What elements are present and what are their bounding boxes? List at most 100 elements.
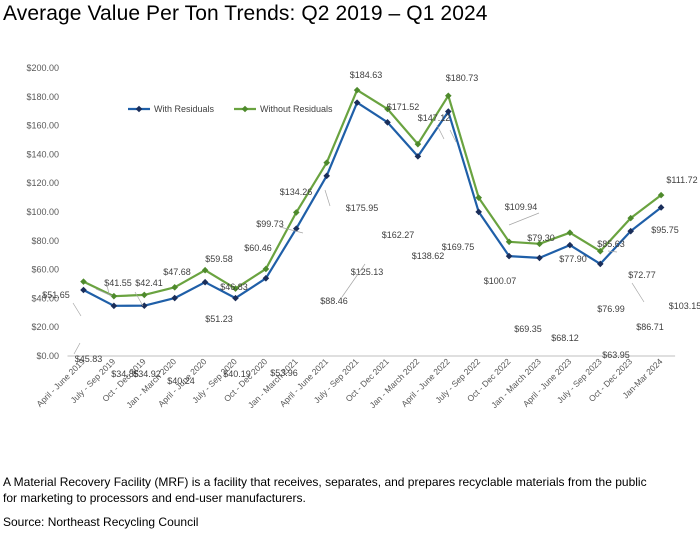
data-point (110, 302, 118, 310)
leader-line (279, 226, 304, 234)
data-labels: $45.83 $34.85$34.92 $40.24 $51.23 $40.19 $53.… (42, 70, 700, 386)
data-point (141, 302, 148, 310)
leader-line (95, 288, 113, 297)
data-point (384, 105, 391, 113)
data-label-without-residuals: $59.58 (205, 254, 233, 264)
data-point (201, 278, 209, 286)
data-label-with-residuals: $53.96 (270, 368, 298, 378)
data-point (384, 119, 391, 126)
data-label-with-residuals: $103.15 (669, 301, 700, 311)
data-label-without-residuals: $95.75 (651, 225, 679, 235)
data-point (445, 92, 452, 100)
data-label-without-residuals: $79.30 (527, 233, 555, 243)
data-label-with-residuals: $45.83 (75, 354, 103, 364)
data-label-with-residuals: $169.75 (442, 242, 475, 252)
data-point (110, 292, 118, 300)
data-label-with-residuals: $40.24 (167, 376, 195, 386)
data-label-with-residuals: $76.99 (597, 304, 625, 314)
y-tick-label: $120.00 (26, 178, 59, 188)
data-label-without-residuals: $77.90 (559, 254, 587, 264)
leader-line (631, 282, 645, 303)
leader-line (508, 212, 540, 226)
data-point (414, 153, 422, 160)
y-tick-label: $160.00 (26, 121, 59, 131)
data-point (657, 191, 665, 199)
leader-line (72, 302, 82, 317)
chart-title: Average Value Per Ton Trends: Q2 2019 – … (3, 2, 488, 25)
leader-line (341, 263, 366, 298)
data-label-with-residuals: $69.35 (514, 324, 542, 334)
data-label-without-residuals: $147.12 (418, 113, 451, 123)
leader-line (73, 342, 81, 355)
data-label-without-residuals: $60.46 (244, 243, 272, 253)
data-label-with-residuals: $88.46 (320, 296, 348, 306)
source-note: Source: Northeast Recycling Council (3, 515, 199, 529)
data-point (566, 229, 574, 236)
data-label-with-residuals: $100.07 (484, 276, 517, 286)
data-point (627, 214, 634, 222)
data-point (262, 265, 270, 273)
y-tick-label: $180.00 (26, 92, 59, 102)
data-label-without-residuals: $85.63 (597, 239, 625, 249)
data-label-with-residuals: $63.95 (602, 350, 630, 360)
legend-label: Without Residuals (260, 104, 333, 114)
y-tick-label: $140.00 (26, 149, 59, 159)
data-label-with-residuals: $68.12 (551, 333, 579, 343)
line-chart: $0.00 $20.00 $40.00 $60.00 $80.00 $100.00 $120… (26, 63, 700, 410)
data-label-with-residuals: $34.85 (111, 369, 139, 379)
y-tick-label: $100.00 (26, 207, 59, 217)
data-point (505, 252, 513, 260)
data-point (293, 209, 300, 216)
data-point (293, 225, 300, 232)
leader-line (449, 129, 457, 143)
data-label-with-residuals: $51.23 (205, 314, 233, 324)
leader-line (134, 291, 144, 307)
leader-line (324, 189, 331, 207)
data-label-without-residuals: $72.77 (628, 270, 656, 280)
legend: With Residuals Without Residuals (128, 104, 333, 114)
data-point (475, 194, 482, 201)
data-point (262, 274, 270, 282)
data-point (353, 99, 361, 106)
legend-marker (135, 105, 143, 113)
leader-line (607, 250, 618, 253)
data-point (445, 108, 452, 115)
data-point (201, 266, 209, 274)
data-point (414, 140, 422, 148)
data-point (171, 284, 178, 291)
data-label-with-residuals: $138.62 (412, 251, 445, 261)
data-label-without-residuals: $111.72 (666, 175, 697, 185)
footnote: A Material Recovery Facility (MRF) is a … (3, 475, 647, 505)
data-point (323, 172, 330, 180)
legend-label: With Residuals (154, 104, 215, 114)
y-tick-label: $40.00 (31, 293, 59, 303)
data-label-with-residuals: $175.95 (346, 203, 379, 213)
data-point (536, 240, 543, 248)
y-tick-label: $60.00 (31, 265, 59, 275)
series-line (82, 101, 662, 307)
legend-marker (241, 105, 249, 113)
y-tick-label: $0.00 (36, 351, 59, 361)
data-label-without-residuals: $109.94 (505, 202, 538, 212)
y-tick-label: $20.00 (31, 322, 59, 332)
data-label-with-residuals: $162.27 (382, 230, 415, 240)
data-label-without-residuals: $134.26 (280, 187, 313, 197)
series-line (83, 88, 662, 298)
chart-series (80, 86, 665, 310)
data-point (232, 285, 239, 292)
data-label-with-residuals: $125.13 (351, 267, 384, 277)
data-label-without-residuals: $46.83 (220, 282, 248, 292)
data-label-with-residuals: $86.71 (636, 322, 664, 332)
data-label-with-residuals: $34.92 (133, 369, 161, 379)
data-point (597, 247, 604, 255)
data-point (627, 227, 634, 235)
y-tick-label: $80.00 (31, 236, 59, 246)
data-point (505, 238, 513, 246)
data-label-without-residuals: $47.68 (163, 267, 191, 277)
data-label-without-residuals: $180.73 (446, 73, 479, 83)
data-point (566, 241, 574, 249)
data-label-without-residuals: $41.55 (104, 278, 132, 288)
leader-line (436, 124, 445, 140)
data-point (80, 278, 87, 285)
y-tick-label: $200.00 (26, 63, 59, 73)
